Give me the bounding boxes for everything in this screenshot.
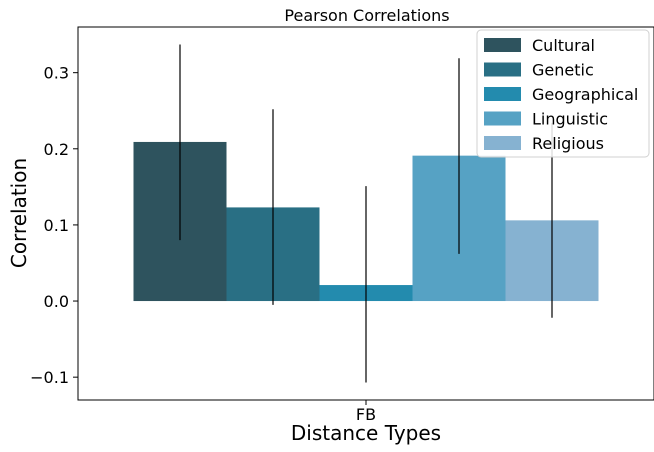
legend-label-religious: Religious xyxy=(532,134,604,153)
x-axis: FB xyxy=(356,400,376,424)
legend-label-linguistic: Linguistic xyxy=(532,110,608,129)
y-tick-label: 0.0 xyxy=(44,292,69,311)
legend-label-geographical: Geographical xyxy=(532,85,638,104)
legend-label-genetic: Genetic xyxy=(532,61,594,80)
y-axis-label: Correlation xyxy=(7,158,31,268)
error-bars-layer xyxy=(179,44,553,383)
legend-swatch-linguistic xyxy=(484,111,521,126)
legend-label-cultural: Cultural xyxy=(532,36,595,55)
chart-title: Pearson Correlations xyxy=(284,6,449,25)
legend-swatch-geographical xyxy=(484,87,521,101)
legend-swatch-genetic xyxy=(484,62,521,77)
legend-swatch-cultural xyxy=(484,38,521,52)
y-tick-label: 0.2 xyxy=(44,140,69,159)
legend-swatch-religious xyxy=(484,136,521,150)
y-tick-label: −0.1 xyxy=(30,368,69,387)
x-tick-label-fb: FB xyxy=(356,405,376,424)
legend-items: Cultural Genetic Geographical Linguistic Rel… xyxy=(484,36,638,153)
y-tick-label: 0.1 xyxy=(44,216,69,235)
y-axis: −0.1 0.0 0.1 0.2 0.3 xyxy=(30,64,78,387)
legend: Cultural Genetic Geographical Linguistic Rel… xyxy=(476,29,650,158)
y-tick-label: 0.3 xyxy=(44,64,69,83)
x-axis-label: Distance Types xyxy=(291,421,441,445)
